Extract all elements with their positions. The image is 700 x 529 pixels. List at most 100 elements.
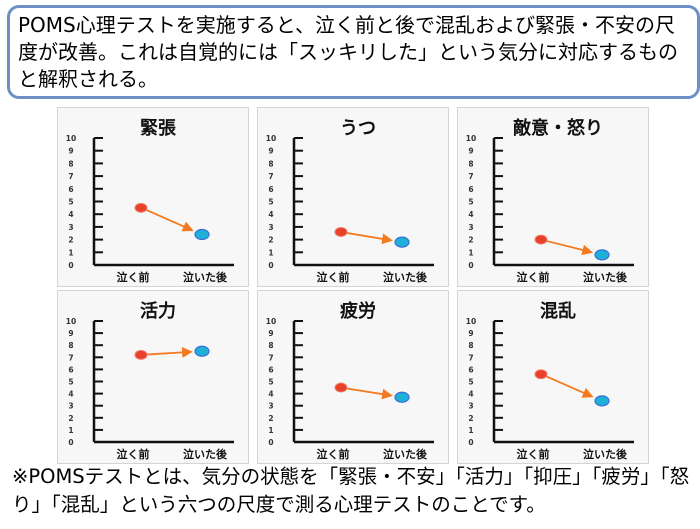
change-arrow [145, 209, 194, 232]
y-tick-label: 10 [266, 134, 276, 143]
y-tick-label: 10 [466, 317, 476, 326]
y-tick-label: 6 [468, 185, 473, 194]
y-tick-label: 5 [68, 378, 73, 387]
chart-svg: 緊張 0 1 2 3 4 5 6 7 8 9 10 泣く前 泣いた後 [66, 118, 234, 284]
data-point-before [534, 234, 548, 245]
y-tick-label: 5 [468, 378, 473, 387]
y-tick-label: 0 [268, 261, 273, 270]
y-tick-label: 5 [68, 198, 73, 207]
y-tick-label: 2 [468, 414, 473, 423]
y-tick-label: 10 [466, 134, 476, 143]
y-tick-label: 1 [68, 426, 73, 435]
y-tick-label: 4 [68, 390, 73, 399]
change-arrow [345, 387, 393, 400]
data-point-before [534, 369, 548, 380]
chart-title: 緊張 [140, 118, 177, 139]
y-tick-label: 0 [468, 261, 473, 270]
y-tick-label: 0 [68, 438, 73, 447]
x-tick-label: 泣く前 [317, 270, 350, 284]
chart-panel: 混乱 0 1 2 3 4 5 6 7 8 9 10 泣く前 泣いた後 [457, 290, 649, 464]
y-tick-label: 1 [468, 248, 473, 257]
y-tick-label: 7 [268, 353, 273, 362]
y-tick-label: 7 [468, 353, 473, 362]
change-arrow [545, 239, 594, 256]
chart-panel: 活力 0 1 2 3 4 5 6 7 8 9 10 泣く前 泣いた後 [57, 290, 249, 464]
y-tick-label: 8 [268, 341, 273, 350]
y-tick-label: 0 [68, 261, 73, 270]
y-tick-label: 3 [68, 402, 73, 411]
x-tick-label: 泣く前 [317, 447, 350, 461]
y-tick-label: 2 [68, 236, 73, 245]
y-tick-label: 3 [468, 223, 473, 232]
y-tick-label: 6 [68, 185, 73, 194]
y-tick-label: 4 [68, 210, 73, 219]
y-tick-label: 1 [68, 248, 73, 257]
chart-svg: 活力 0 1 2 3 4 5 6 7 8 9 10 泣く前 泣いた後 [66, 300, 234, 461]
y-tick-label: 8 [468, 341, 473, 350]
data-point-before [334, 382, 348, 393]
y-tick-label: 2 [468, 236, 473, 245]
y-tick-label: 8 [468, 159, 473, 168]
y-tick-label: 2 [268, 414, 273, 423]
y-tick-label: 3 [268, 223, 273, 232]
y-tick-label: 5 [468, 198, 473, 207]
chart-svg: 疲労 0 1 2 3 4 5 6 7 8 9 10 泣く前 泣いた後 [266, 300, 434, 461]
x-tick-label: 泣く前 [117, 270, 150, 284]
y-tick-label: 8 [68, 341, 73, 350]
y-tick-label: 2 [268, 236, 273, 245]
chart-title: 活力 [140, 300, 176, 322]
data-point-after [194, 228, 210, 241]
y-tick-label: 9 [268, 329, 273, 338]
x-tick-label: 泣いた後 [183, 270, 228, 284]
y-tick-label: 7 [268, 172, 273, 181]
y-tick-label: 4 [268, 390, 273, 399]
data-point-before [334, 226, 348, 237]
x-tick-label: 泣いた後 [383, 270, 428, 284]
y-tick-label: 3 [68, 223, 73, 232]
change-arrow [345, 231, 393, 245]
y-tick-label: 1 [268, 248, 273, 257]
y-tick-label: 1 [268, 426, 273, 435]
chart-svg: うつ 0 1 2 3 4 5 6 7 8 9 10 泣く前 泣いた後 [266, 118, 434, 284]
chart-panel: うつ 0 1 2 3 4 5 6 7 8 9 10 泣く前 泣いた後 [257, 107, 449, 287]
x-tick-label: 泣く前 [517, 270, 550, 284]
y-tick-label: 3 [468, 402, 473, 411]
y-tick-label: 1 [468, 426, 473, 435]
data-point-before [134, 349, 148, 360]
chart-panel: 疲労 0 1 2 3 4 5 6 7 8 9 10 泣く前 泣いた後 [257, 290, 449, 464]
y-tick-label: 6 [268, 185, 273, 194]
y-tick-label: 10 [66, 317, 76, 326]
y-tick-label: 0 [468, 438, 473, 447]
y-tick-label: 3 [268, 402, 273, 411]
y-tick-label: 4 [468, 390, 473, 399]
y-tick-label: 9 [468, 147, 473, 156]
change-arrow [145, 347, 193, 358]
y-tick-label: 0 [268, 438, 273, 447]
chart-svg: 混乱 0 1 2 3 4 5 6 7 8 9 10 泣く前 泣いた後 [466, 301, 634, 461]
y-tick-label: 8 [268, 159, 273, 168]
y-tick-label: 9 [68, 147, 73, 156]
y-tick-label: 7 [68, 353, 73, 362]
summary-callout: POMS心理テストを実施すると、泣く前と後で混乱および緊張・不安の尺度が改善。こ… [7, 5, 700, 99]
x-tick-label: 泣いた後 [583, 270, 628, 284]
chart-svg: 敵意・怒り 0 1 2 3 4 5 6 7 8 9 10 泣く前 泣いた後 [466, 117, 634, 284]
data-point-after [194, 345, 210, 357]
data-point-after [394, 236, 410, 248]
chart-title: 混乱 [540, 301, 576, 322]
x-tick-label: 泣いた後 [583, 447, 628, 461]
x-tick-label: 泣く前 [517, 447, 550, 461]
y-tick-label: 4 [268, 210, 273, 219]
y-tick-label: 4 [468, 210, 473, 219]
x-tick-label: 泣いた後 [383, 447, 428, 461]
y-tick-label: 7 [68, 172, 73, 181]
change-arrow [545, 375, 594, 398]
chart-title: うつ [340, 118, 376, 139]
y-tick-label: 5 [268, 378, 273, 387]
data-point-after [594, 249, 610, 261]
y-tick-label: 2 [68, 414, 73, 423]
y-tick-label: 8 [68, 159, 73, 168]
chart-panel: 敵意・怒り 0 1 2 3 4 5 6 7 8 9 10 泣く前 泣いた後 [457, 107, 649, 287]
chart-title: 疲労 [340, 300, 376, 322]
y-tick-label: 5 [268, 198, 273, 207]
y-tick-label: 10 [66, 134, 76, 143]
